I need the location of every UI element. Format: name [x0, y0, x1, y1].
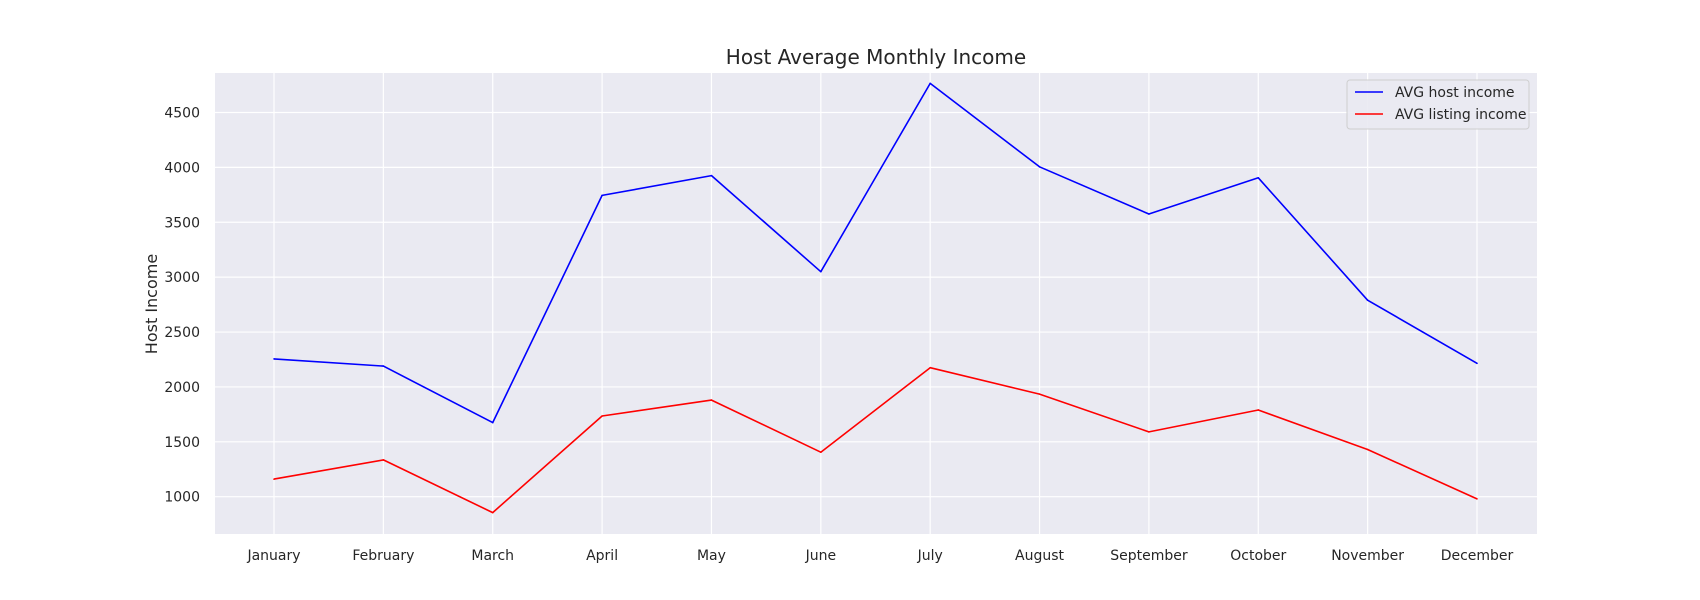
y-tick-label: 3000: [164, 270, 200, 286]
data-point: [1148, 213, 1150, 215]
data-point: [1257, 177, 1260, 179]
data-point: [601, 415, 603, 417]
y-tick-label: 1000: [164, 490, 200, 506]
x-tick-label: April: [586, 548, 618, 564]
legend-box: [1346, 79, 1530, 130]
data-point: [491, 511, 494, 514]
data-point: [1476, 498, 1478, 500]
x-tick-label: June: [805, 548, 837, 564]
data-point: [1366, 448, 1369, 451]
x-tick-label: March: [471, 548, 514, 564]
y-tick-label: 3500: [164, 215, 200, 231]
y-tick-label: 1500: [164, 435, 200, 451]
data-point: [929, 82, 931, 85]
data-point: [1148, 431, 1150, 433]
y-axis-label: Host Income: [142, 254, 161, 354]
x-tick-label: February: [352, 548, 414, 564]
data-point: [710, 174, 713, 177]
data-point: [710, 399, 713, 401]
y-tick-labels: 1000 1500 2000 2500 3000 3500 4000 4500: [164, 106, 200, 506]
x-tick-label: January: [246, 548, 300, 564]
legend: AVG host income AVG listing income: [1346, 79, 1530, 130]
data-point: [273, 478, 275, 480]
legend-label-listing: AVG listing income: [1395, 107, 1527, 123]
series-line-host-income: [273, 82, 1478, 424]
x-tick-label: August: [1015, 548, 1065, 564]
data-point: [1038, 393, 1041, 395]
data-point: [1366, 299, 1369, 302]
series-group: [273, 82, 1478, 514]
data-point: [273, 358, 275, 360]
legend-label-host: AVG host income: [1395, 85, 1515, 101]
y-tick-label: 2000: [164, 380, 200, 396]
x-tick-label: May: [697, 548, 726, 564]
x-tick-labels: January February March April May June July Augu…: [246, 548, 1513, 564]
series-line-listing-income: [273, 366, 1478, 514]
data-point: [1476, 362, 1478, 365]
data-point: [1257, 409, 1260, 411]
data-point: [820, 451, 822, 454]
data-point: [1038, 166, 1041, 168]
data-point: [929, 366, 931, 369]
data-point: [382, 365, 385, 367]
y-tick-label: 4000: [164, 160, 200, 176]
x-tick-label: December: [1441, 548, 1514, 564]
x-tick-label: November: [1331, 548, 1404, 564]
x-tick-label: September: [1110, 548, 1188, 564]
data-point: [491, 421, 494, 424]
data-point: [820, 270, 822, 273]
x-tick-label: October: [1230, 548, 1286, 564]
data-point: [601, 194, 603, 197]
data-point: [382, 459, 385, 461]
plot-background: [215, 73, 1537, 534]
y-tick-label: 4500: [164, 106, 200, 122]
chart-title: Host Average Monthly Income: [726, 45, 1026, 69]
y-tick-label: 2500: [164, 325, 200, 341]
grid: [215, 73, 1537, 534]
x-tick-label: July: [917, 548, 943, 564]
